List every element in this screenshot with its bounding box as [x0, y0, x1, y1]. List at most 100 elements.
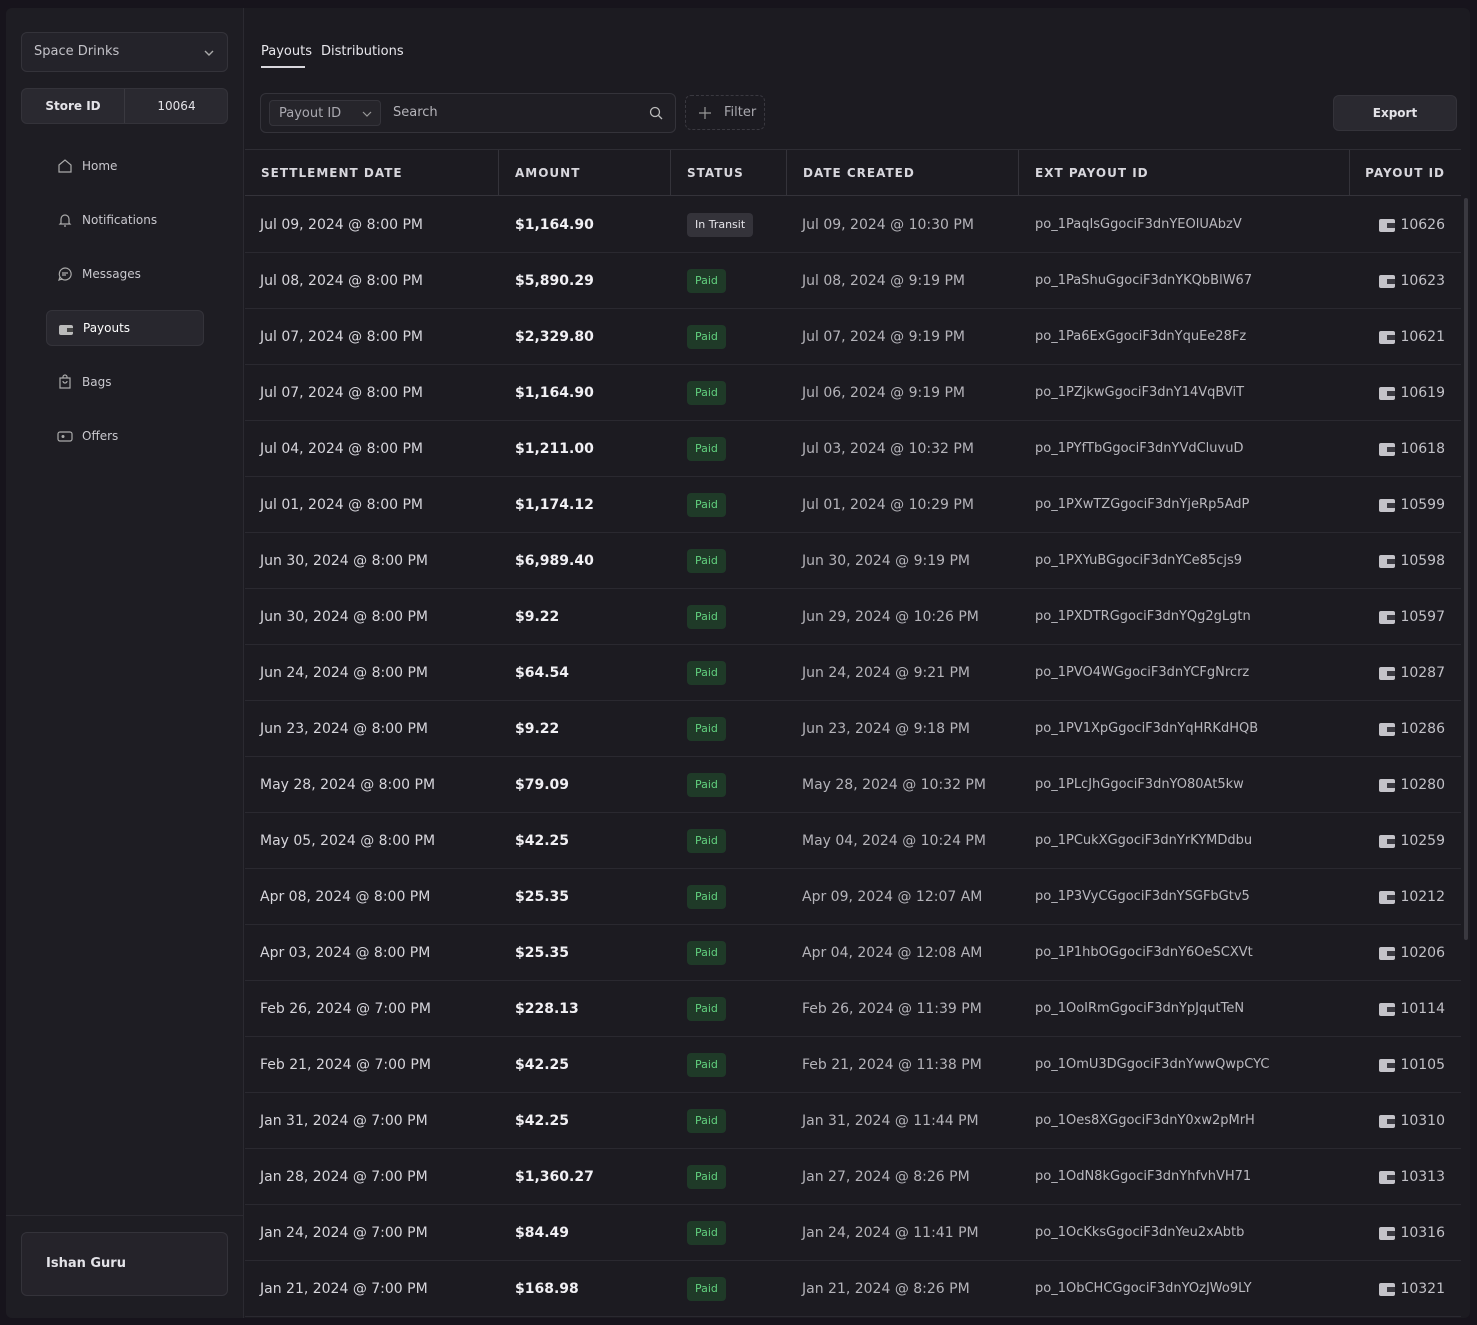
nav-item[interactable]: Notifications — [46, 202, 204, 238]
wallet-icon — [1379, 1003, 1395, 1016]
ext-payout-id: po_1PVO4WGgociF3dnYCFgNrcrz — [1035, 665, 1250, 680]
status-badge: Paid — [687, 885, 726, 909]
column-separator — [498, 150, 499, 196]
ext-payout-id: po_1PZjkwGgociF3dnY14VqBViT — [1035, 385, 1245, 400]
ext-payout-id: po_1Pa6ExGgociF3dnYquEe28Fz — [1035, 329, 1247, 344]
ext-payout-id: po_1OdN8kGgociF3dnYhfvhVH71 — [1035, 1169, 1252, 1184]
store-selector[interactable]: Space Drinks — [21, 32, 228, 72]
nav-label: Home — [82, 159, 118, 173]
table-row[interactable]: Jan 21, 2024 @ 7:00 PM $168.98 Paid Jan 21,… — [245, 1261, 1461, 1317]
date-created: Apr 09, 2024 @ 12:07 AM — [802, 889, 983, 905]
nav-item[interactable]: Messages — [46, 256, 204, 292]
table-row[interactable]: Jan 28, 2024 @ 7:00 PM $1,360.27 Paid Jan 2… — [245, 1149, 1461, 1205]
status-badge: Paid — [687, 1109, 726, 1133]
wallet-icon — [1379, 1283, 1395, 1296]
status-badge: Paid — [687, 437, 726, 461]
settlement-date: Jun 23, 2024 @ 8:00 PM — [260, 721, 428, 737]
date-created: Jul 06, 2024 @ 9:19 PM — [802, 385, 965, 401]
wallet-icon — [1379, 1171, 1395, 1184]
amount: $42.25 — [515, 1113, 570, 1129]
wallet-icon — [1379, 723, 1395, 736]
ext-payout-id: po_1OcKksGgociF3dnYeu2xAbtb — [1035, 1225, 1245, 1240]
table-row[interactable]: Jul 07, 2024 @ 8:00 PM $2,329.80 Paid Jul 0… — [245, 309, 1461, 365]
wallet-icon — [1379, 667, 1395, 680]
table-row[interactable]: Apr 03, 2024 @ 8:00 PM $25.35 Paid Apr 04, … — [245, 925, 1461, 981]
table-row[interactable]: May 28, 2024 @ 8:00 PM $79.09 Paid May 28, … — [245, 757, 1461, 813]
payout-id: 10287 — [1400, 665, 1445, 681]
payout-id: 10618 — [1400, 441, 1445, 457]
amount: $9.22 — [515, 609, 560, 625]
amount: $1,164.90 — [515, 217, 594, 233]
status-badge: Paid — [687, 997, 726, 1021]
table-row[interactable]: Jun 23, 2024 @ 8:00 PM $9.22 Paid Jun 23, 2… — [245, 701, 1461, 757]
table-row[interactable]: Jun 24, 2024 @ 8:00 PM $64.54 Paid Jun 24, … — [245, 645, 1461, 701]
payout-id: 10206 — [1400, 945, 1445, 961]
amount: $42.25 — [515, 1057, 570, 1073]
table-row[interactable]: Jul 09, 2024 @ 8:00 PM $1,164.90 In Transi… — [245, 197, 1461, 253]
tab[interactable]: Payouts — [261, 44, 312, 59]
settlement-date: Jun 30, 2024 @ 8:00 PM — [260, 553, 428, 569]
divider — [6, 1215, 244, 1216]
amount: $84.49 — [515, 1225, 570, 1241]
payout-id: 10105 — [1400, 1057, 1445, 1073]
table-row[interactable]: Jul 01, 2024 @ 8:00 PM $1,174.12 Paid Jul 0… — [245, 477, 1461, 533]
nav-item[interactable]: Payouts — [46, 310, 204, 346]
table-row[interactable]: Jan 31, 2024 @ 7:00 PM $42.25 Paid Jan 31, … — [245, 1093, 1461, 1149]
settlement-date: Apr 08, 2024 @ 8:00 PM — [260, 889, 431, 905]
date-created: Jul 08, 2024 @ 9:19 PM — [802, 273, 965, 289]
date-created: Jan 21, 2024 @ 8:26 PM — [802, 1281, 970, 1297]
table-row[interactable]: Feb 26, 2024 @ 7:00 PM $228.13 Paid Feb 26,… — [245, 981, 1461, 1037]
column-separator — [1349, 150, 1350, 196]
filter-button[interactable]: Filter — [685, 95, 765, 130]
table-row[interactable]: Jul 08, 2024 @ 8:00 PM $5,890.29 Paid Jul 0… — [245, 253, 1461, 309]
table-row[interactable]: Jun 30, 2024 @ 8:00 PM $9.22 Paid Jun 29, 2… — [245, 589, 1461, 645]
tab[interactable]: Distributions — [321, 44, 404, 59]
date-created: May 28, 2024 @ 10:32 PM — [802, 777, 986, 793]
wallet-icon — [1379, 387, 1395, 400]
table-row[interactable]: Apr 08, 2024 @ 8:00 PM $25.35 Paid Apr 09, … — [245, 869, 1461, 925]
status-badge: Paid — [687, 661, 726, 685]
status-badge: Paid — [687, 941, 726, 965]
amount: $79.09 — [515, 777, 570, 793]
table-row[interactable]: May 05, 2024 @ 8:00 PM $42.25 Paid May 04, … — [245, 813, 1461, 869]
table-row[interactable]: Jul 04, 2024 @ 8:00 PM $1,211.00 Paid Jul 0… — [245, 421, 1461, 477]
ext-payout-id: po_1ObCHCGgociF3dnYOzJWo9LY — [1035, 1281, 1252, 1296]
status-badge: Paid — [687, 1221, 726, 1245]
date-created: Jun 23, 2024 @ 9:18 PM — [802, 721, 970, 737]
table-row[interactable]: Jul 07, 2024 @ 8:00 PM $1,164.90 Paid Jul 0… — [245, 365, 1461, 421]
status-badge: Paid — [687, 269, 726, 293]
payout-id: 10316 — [1400, 1225, 1445, 1241]
column-header: STATUS — [687, 166, 744, 180]
amount: $64.54 — [515, 665, 570, 681]
table-row[interactable]: Jun 30, 2024 @ 8:00 PM $6,989.40 Paid Jun 3… — [245, 533, 1461, 589]
main: Payouts Distributions Payout ID Search F… — [245, 8, 1470, 1318]
payout-id: 10212 — [1400, 889, 1445, 905]
date-created: Jul 07, 2024 @ 9:19 PM — [802, 329, 965, 345]
column-separator — [786, 150, 787, 196]
nav-item[interactable]: Home — [46, 148, 204, 184]
settlement-date: Jan 31, 2024 @ 7:00 PM — [260, 1113, 428, 1129]
payout-id: 10599 — [1400, 497, 1445, 513]
settlement-date: May 28, 2024 @ 8:00 PM — [260, 777, 436, 793]
date-created: May 04, 2024 @ 10:24 PM — [802, 833, 986, 849]
status-badge: Paid — [687, 829, 726, 853]
settlement-date: Jul 01, 2024 @ 8:00 PM — [260, 497, 423, 513]
user-card[interactable]: Ishan Guru — [21, 1232, 228, 1296]
search-input[interactable]: Search — [393, 105, 438, 120]
payout-id: 10259 — [1400, 833, 1445, 849]
settlement-date: Feb 26, 2024 @ 7:00 PM — [260, 1001, 431, 1017]
settlement-date: Jul 07, 2024 @ 8:00 PM — [260, 385, 423, 401]
status-badge: Paid — [687, 773, 726, 797]
table-row[interactable]: Jan 24, 2024 @ 7:00 PM $84.49 Paid Jan 24, … — [245, 1205, 1461, 1261]
wallet-icon — [1379, 275, 1395, 288]
ext-payout-id: po_1PaShuGgociF3dnYKQbBlW67 — [1035, 273, 1253, 288]
table-row[interactable]: Feb 21, 2024 @ 7:00 PM $42.25 Paid Feb 21, … — [245, 1037, 1461, 1093]
column-separator — [1018, 150, 1019, 196]
date-created: Jan 31, 2024 @ 11:44 PM — [802, 1113, 979, 1129]
nav-item[interactable]: Offers — [46, 418, 204, 454]
field-select[interactable]: Payout ID — [269, 100, 381, 126]
nav-item[interactable]: Bags — [46, 364, 204, 400]
settlement-date: Jan 28, 2024 @ 7:00 PM — [260, 1169, 428, 1185]
store-id-value: 10064 — [157, 99, 196, 113]
export-button[interactable]: Export — [1333, 95, 1457, 131]
